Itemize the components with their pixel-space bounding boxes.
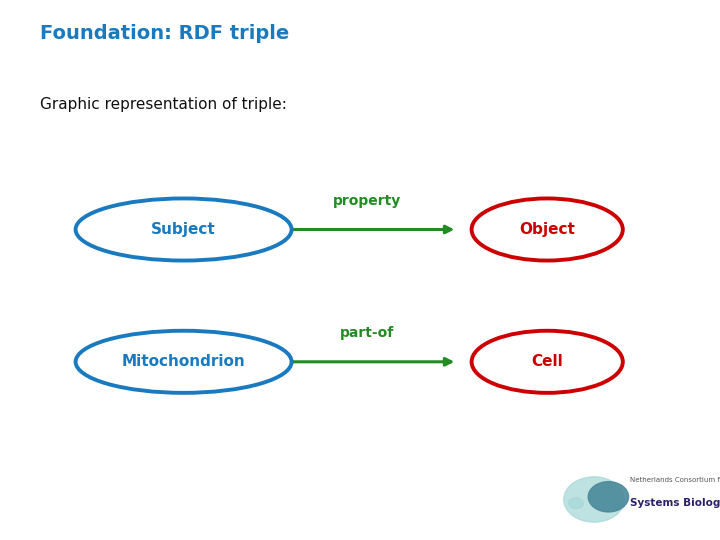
Text: Subject: Subject: [151, 222, 216, 237]
Text: Systems Biology: Systems Biology: [630, 497, 720, 508]
Text: Netherlands Consortium for: Netherlands Consortium for: [630, 477, 720, 483]
Text: Mitochondrion: Mitochondrion: [122, 354, 246, 369]
Text: part-of: part-of: [340, 326, 395, 340]
Text: Cell: Cell: [531, 354, 563, 369]
Circle shape: [564, 477, 624, 522]
Ellipse shape: [472, 198, 623, 261]
Text: Foundation: RDF triple: Foundation: RDF triple: [40, 24, 289, 43]
Text: Graphic representation of triple:: Graphic representation of triple:: [40, 97, 287, 112]
Circle shape: [569, 498, 583, 509]
Text: property: property: [333, 194, 401, 208]
Ellipse shape: [76, 198, 292, 261]
Ellipse shape: [76, 330, 292, 393]
FancyArrowPatch shape: [280, 359, 451, 365]
Circle shape: [588, 482, 629, 512]
Text: Object: Object: [519, 222, 575, 237]
Ellipse shape: [472, 330, 623, 393]
FancyArrowPatch shape: [280, 226, 451, 233]
